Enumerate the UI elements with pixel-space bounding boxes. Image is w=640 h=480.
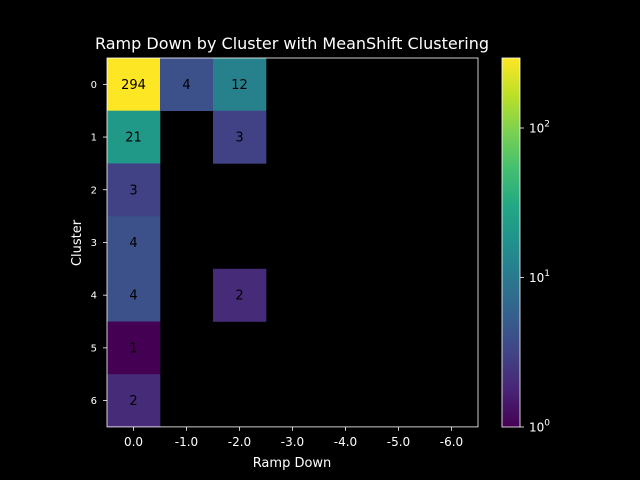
y-tick-label: 0 xyxy=(91,80,97,91)
y-tick-label: 4 xyxy=(91,291,97,302)
x-axis-label: Ramp Down xyxy=(253,456,332,471)
y-tick-label: 6 xyxy=(91,396,97,407)
x-tick-label: -2.0 xyxy=(228,435,251,449)
colorbar-ticks: 100 101 102 xyxy=(520,120,550,435)
heatmap-cell xyxy=(213,110,267,164)
cell-value-label: 4 xyxy=(182,78,190,93)
y-axis-ticks: 0 1 2 3 4 5 6 xyxy=(91,80,107,407)
x-axis-ticks: 0.0 -1.0 -2.0 -3.0 -4.0 -5.0 -6.0 xyxy=(124,426,463,449)
heatmap-cell xyxy=(107,268,161,322)
x-tick-label: -3.0 xyxy=(281,435,304,449)
y-axis-label: Cluster xyxy=(70,219,85,266)
heatmap-cell xyxy=(160,58,214,111)
y-tick-label: 2 xyxy=(91,185,97,196)
cell-value-label: 12 xyxy=(231,78,248,93)
heatmap-cell xyxy=(107,321,161,375)
cell-value-label: 2 xyxy=(235,289,243,304)
cell-value-label: 21 xyxy=(125,131,142,146)
cell-value-label: 3 xyxy=(129,183,137,198)
x-tick-label: 0.0 xyxy=(124,435,143,449)
colorbar-tick-label: 102 xyxy=(529,120,550,136)
y-tick-label: 5 xyxy=(91,343,97,354)
cell-value-label: 4 xyxy=(129,236,137,251)
y-tick-label: 1 xyxy=(91,133,97,144)
x-tick-label: -4.0 xyxy=(334,435,357,449)
plot-background xyxy=(107,58,478,427)
cell-value-label: 4 xyxy=(129,289,137,304)
cell-value-label: 3 xyxy=(235,131,243,146)
chart-title: Ramp Down by Cluster with MeanShift Clus… xyxy=(95,34,489,53)
cell-value-label: 2 xyxy=(129,394,137,409)
x-tick-label: -6.0 xyxy=(440,435,463,449)
heatmap-cell xyxy=(107,58,161,111)
heatmap-cell xyxy=(213,268,267,322)
cell-value-label: 294 xyxy=(121,78,146,93)
y-tick-label: 3 xyxy=(91,238,97,249)
x-tick-label: -5.0 xyxy=(387,435,410,449)
colorbar-gradient xyxy=(501,57,521,428)
heatmap-cell xyxy=(107,374,161,428)
colorbar-tick-label: 100 xyxy=(529,419,550,435)
x-tick-label: -1.0 xyxy=(175,435,198,449)
colorbar: 100 101 102 xyxy=(501,57,550,435)
heatmap-cell xyxy=(107,110,161,164)
colorbar-tick-label: 101 xyxy=(529,269,550,285)
heatmap-cell xyxy=(107,163,161,217)
heatmap-cell xyxy=(213,58,267,111)
cell-value-label: 1 xyxy=(129,341,137,356)
heatmap-cell xyxy=(107,216,161,270)
